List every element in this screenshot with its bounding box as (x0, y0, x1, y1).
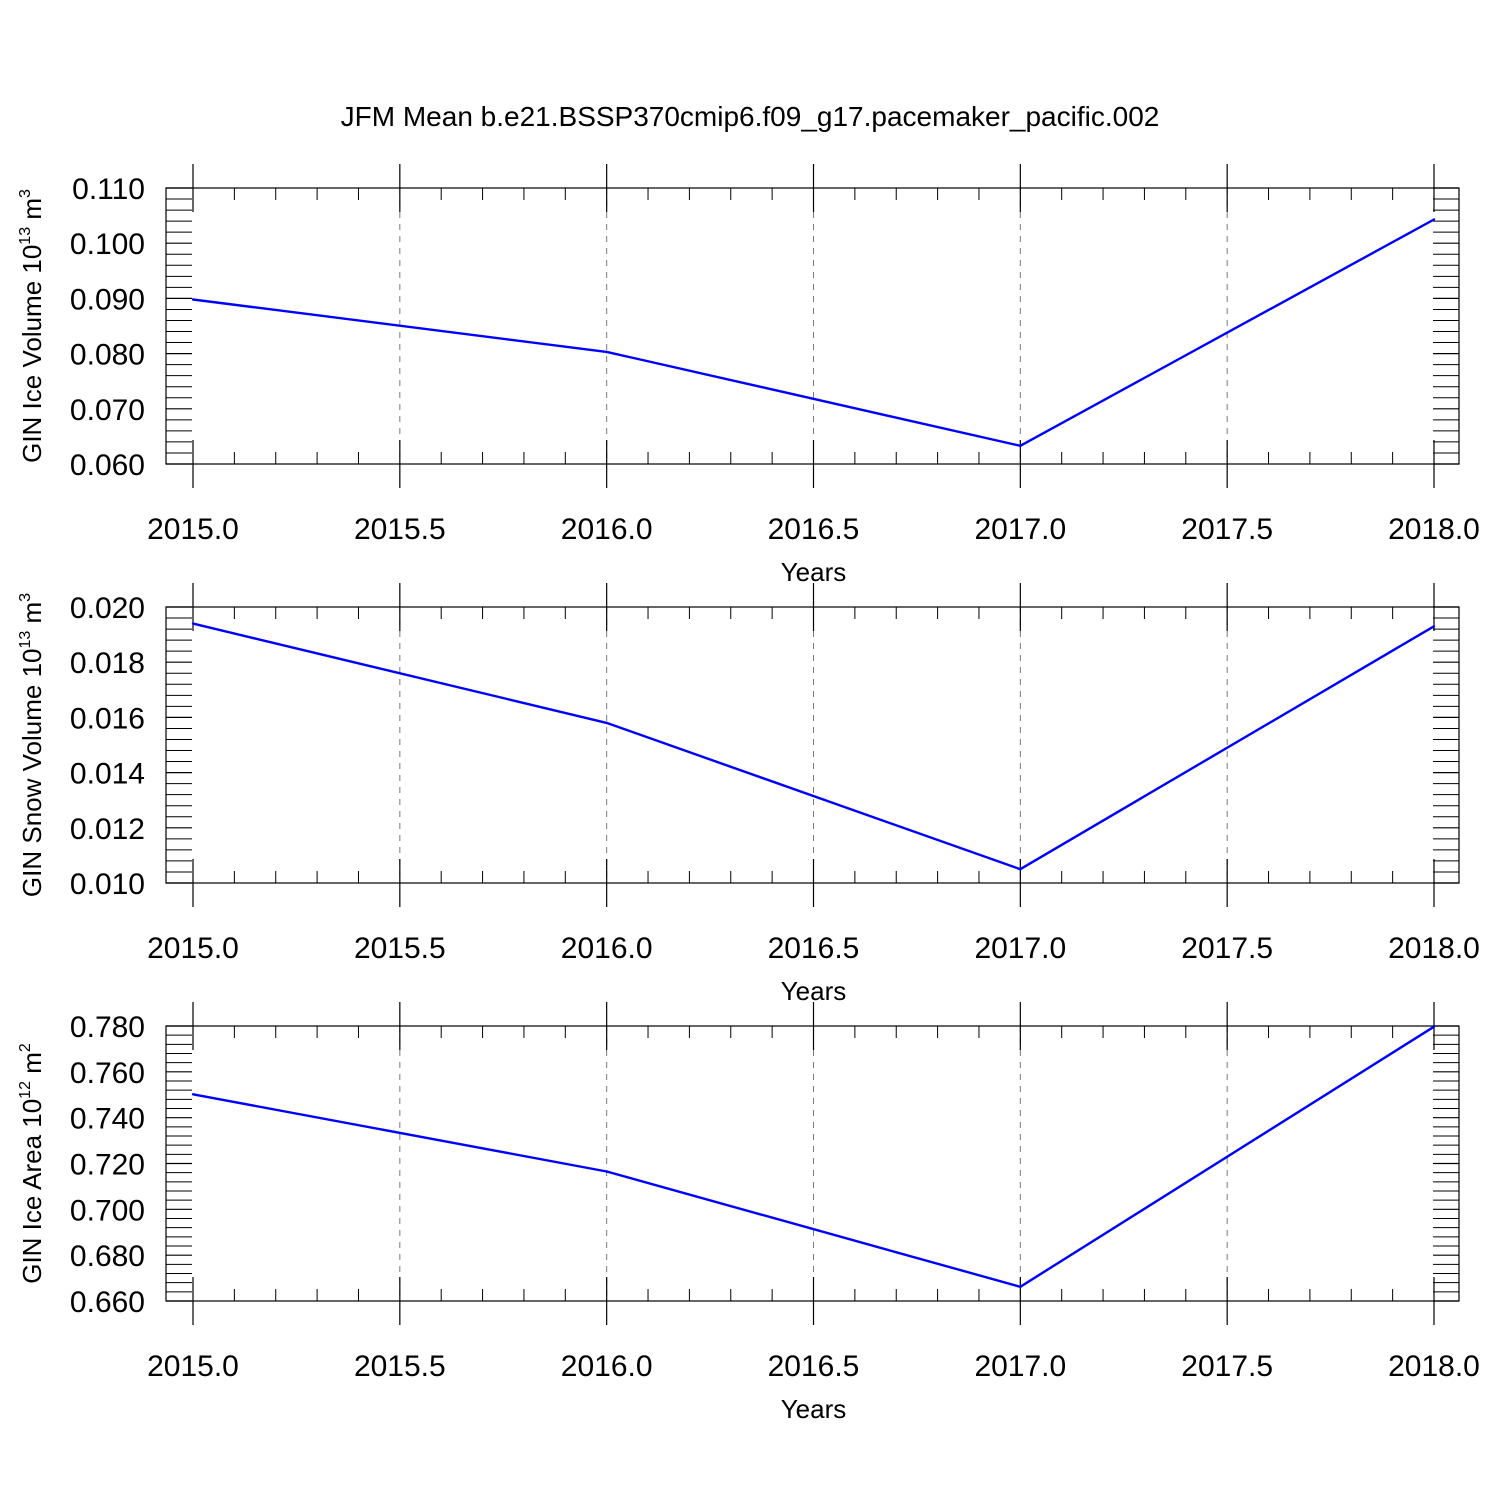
panels: 2015.0 2015.5 2016.0 2016.5 2017.0 2017.5 2018… (17, 164, 1480, 1424)
panel-1: 2015.0 2015.5 2016.0 2016.5 2017.0 2017.5 2018… (17, 164, 1480, 587)
series-line (192, 1025, 1435, 1289)
x-tick-label: 2016.0 (561, 1350, 653, 1383)
data-point (191, 298, 195, 301)
data-point (605, 721, 608, 725)
x-tick-label: 2016.5 (768, 1350, 860, 1383)
y-tick-label: 0.060 (70, 449, 145, 482)
y-tick-label: 0.680 (70, 1240, 145, 1273)
y-tick-label: 0.070 (70, 394, 145, 427)
x-axis-label: Years (781, 1394, 847, 1424)
y-tick-label: 0.720 (70, 1149, 145, 1182)
x-tick-label: 2017.5 (1181, 932, 1273, 965)
x-tick-label: 2018.0 (1388, 1350, 1480, 1383)
data-point (1019, 1285, 1022, 1288)
y-axis-label: GIN Snow Volume 1013 m3 (17, 593, 47, 897)
figure-title: JFM Mean b.e21.BSSP370cmip6.f09_g17.pace… (341, 101, 1160, 132)
data-point (1019, 444, 1022, 447)
y-tick-label: 0.760 (70, 1057, 145, 1090)
x-axis-label: Years (781, 976, 847, 1006)
y-tick-label: 0.080 (70, 339, 145, 372)
x-tick-label: 2015.5 (354, 1350, 446, 1383)
y-tick-label: 0.700 (70, 1194, 145, 1227)
data-point (1432, 218, 1436, 221)
x-tick-label: 2015.0 (147, 1350, 239, 1383)
y-tick-label: 0.010 (70, 868, 145, 901)
y-axis-label: GIN Ice Area 1012 m2 (17, 1043, 47, 1284)
x-tick-label: 2015.0 (147, 513, 239, 546)
y-tick-label: 0.660 (70, 1286, 145, 1319)
y-tick-label: 0.780 (70, 1011, 145, 1044)
data-point (191, 1093, 195, 1096)
panel-2: 2015.0 2015.5 2016.0 2016.5 2017.0 2017.5 2018… (17, 583, 1480, 1006)
x-tick-label: 2016.5 (768, 513, 860, 546)
x-tick-label: 2017.0 (974, 513, 1066, 546)
data-point (605, 350, 608, 354)
x-tick-label: 2017.5 (1181, 513, 1273, 546)
plot-frame (165, 187, 1460, 465)
x-tick-label: 2018.0 (1388, 932, 1480, 965)
x-axis-label: Years (781, 557, 847, 587)
x-tick-label: 2015.5 (354, 932, 446, 965)
data-point (605, 1170, 608, 1173)
x-tick-label: 2015.5 (354, 513, 446, 546)
y-tick-label: 0.012 (70, 813, 145, 846)
y-tick-label: 0.016 (70, 702, 145, 735)
y-tick-label: 0.014 (70, 758, 145, 791)
x-tick-label: 2016.0 (561, 513, 653, 546)
series-line (192, 218, 1435, 447)
y-axis-label: GIN Ice Volume 1013 m3 (17, 189, 47, 463)
plot-frame (165, 606, 1460, 884)
x-tick-label: 2015.0 (147, 932, 239, 965)
data-point (1432, 625, 1436, 628)
y-tick-label: 0.020 (70, 592, 145, 625)
x-tick-label: 2017.5 (1181, 1350, 1273, 1383)
y-tick-label: 0.100 (70, 228, 145, 261)
y-tick-label: 0.018 (70, 647, 145, 680)
x-tick-label: 2016.5 (768, 932, 860, 965)
x-tick-label: 2017.0 (974, 932, 1066, 965)
y-tick-label: 0.090 (70, 283, 145, 316)
data-point (1432, 1025, 1436, 1028)
plot-frame (165, 1025, 1460, 1302)
y-tick-label: 0.740 (70, 1103, 145, 1136)
x-tick-label: 2016.0 (561, 932, 653, 965)
x-tick-label: 2018.0 (1388, 513, 1480, 546)
data-point (1019, 868, 1022, 871)
x-tick-label: 2017.0 (974, 1350, 1066, 1383)
panel-3: 2015.0 2015.5 2016.0 2016.5 2017.0 2017.5 2018… (17, 1002, 1480, 1424)
data-point (191, 622, 195, 625)
y-tick-label: 0.110 (72, 173, 145, 206)
series-line (192, 622, 1435, 871)
